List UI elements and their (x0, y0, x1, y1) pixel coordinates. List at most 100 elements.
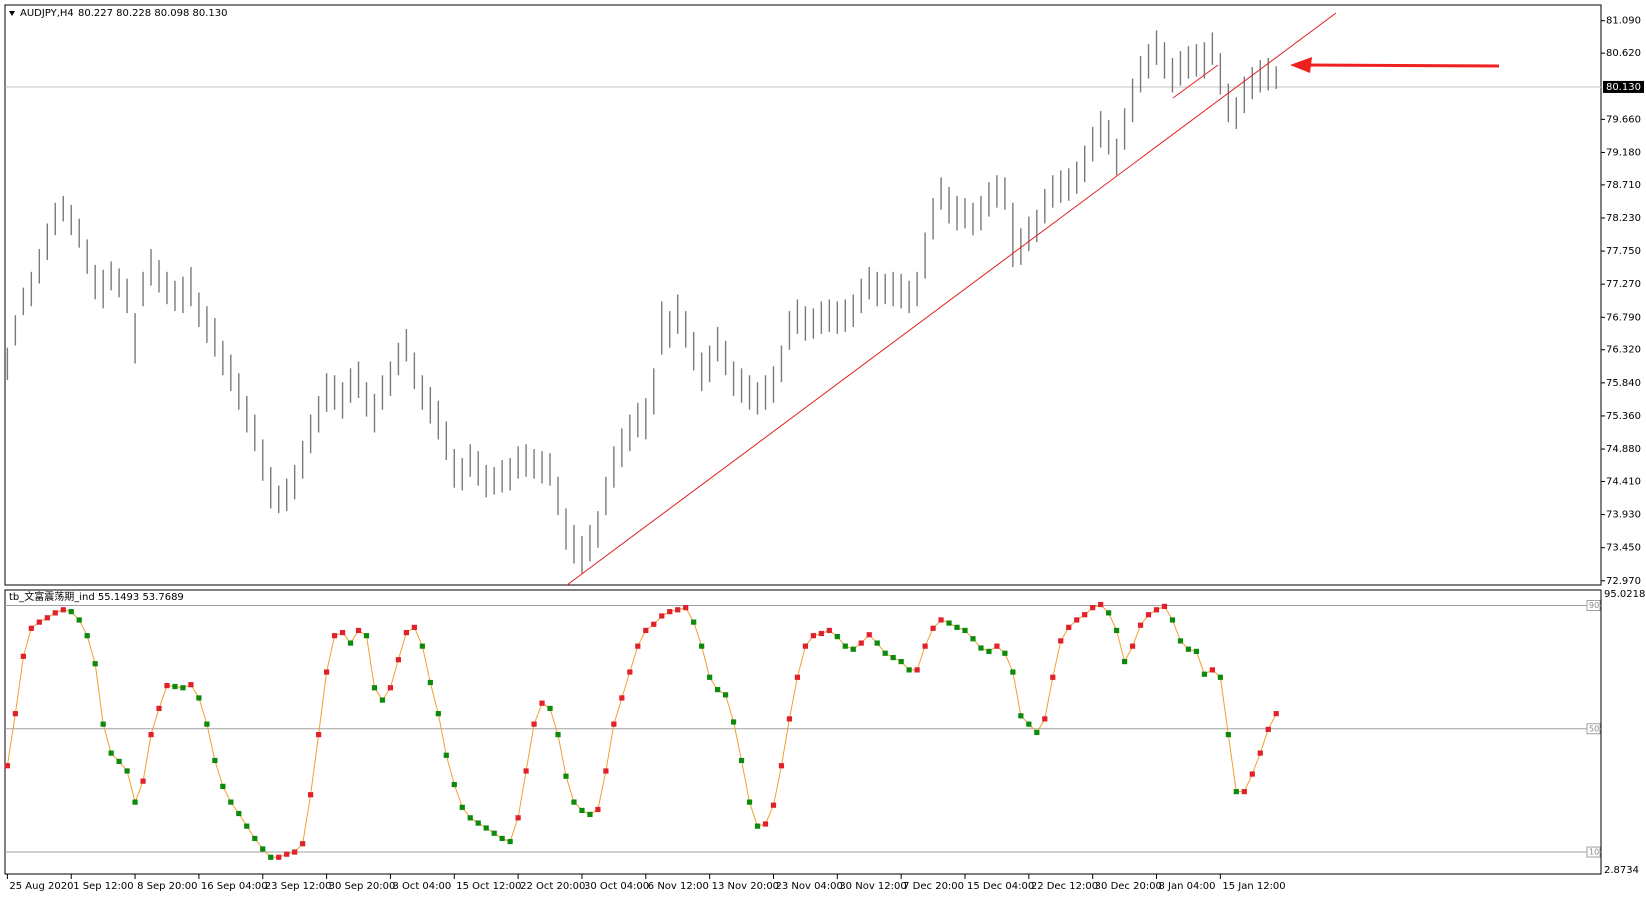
oscillator-point (148, 732, 154, 738)
level-label: 50 (1589, 724, 1599, 733)
oscillator-point (818, 630, 824, 637)
title-triangle (9, 11, 15, 16)
oscillator-point (116, 758, 122, 765)
oscillator-point (1018, 713, 1024, 719)
oscillator-point (858, 640, 864, 646)
oscillator-point (603, 768, 609, 774)
price-tag (1603, 80, 1644, 93)
oscillator-point (467, 815, 473, 821)
y-tick-label: 77.270 (1606, 279, 1641, 290)
oscillator-point (1129, 643, 1136, 649)
oscillator-point (339, 629, 346, 636)
oscillator-point (228, 799, 234, 805)
oscillator-point (180, 685, 186, 691)
oscillator-point (68, 609, 74, 615)
oscillator-point (1153, 607, 1160, 613)
y-tick-label: 76.790 (1606, 312, 1641, 323)
oscillator-point (355, 627, 362, 634)
oscillator-point (866, 632, 872, 638)
oscillator-point (124, 768, 130, 774)
oscillator-point (323, 669, 330, 675)
oscillator-point (1074, 617, 1080, 623)
oscillator-point (84, 633, 90, 639)
trend-line-short (1172, 64, 1219, 99)
oscillator-point (483, 825, 489, 831)
oscillator-point (962, 627, 968, 634)
oscillator-point (419, 643, 425, 649)
oscillator-point (36, 619, 42, 625)
trend-line (566, 12, 1337, 586)
oscillator-point (994, 643, 1000, 649)
x-tick-label: 30 Dec 20:00 (1095, 881, 1162, 892)
oscillator-point (786, 716, 793, 722)
oscillator-point (563, 773, 569, 779)
main-panel (4, 4, 1602, 586)
x-tick-label: 8 Oct 04:00 (392, 881, 451, 892)
oscillator-point (92, 661, 98, 667)
indicator-layer: 95.0218 2.8734 90 50 10 (4, 589, 1645, 876)
oscillator-point (212, 757, 218, 764)
oscillator-point (515, 815, 521, 821)
oscillator-point (1169, 617, 1176, 623)
x-tick-label: 7 Dec 20:00 (903, 881, 964, 892)
oscillator-point (826, 627, 832, 634)
oscillator-point (1273, 711, 1279, 717)
oscillator-point (1137, 622, 1144, 628)
oscillator-point (1002, 650, 1008, 656)
oscillator-point (746, 799, 753, 805)
oscillator-point (268, 854, 274, 860)
oscillator-point (308, 792, 314, 798)
y-tick-label: 79.660 (1606, 114, 1641, 125)
oscillator-point (882, 650, 888, 656)
level-tag (1586, 846, 1601, 858)
oscillator-point (874, 640, 880, 646)
oscillator-point (140, 778, 146, 784)
oscillator-point (922, 643, 928, 649)
oscillator-point (539, 700, 545, 706)
oscillator-point (1209, 667, 1215, 673)
oscillator-point (738, 757, 745, 764)
oscillator-point (475, 820, 481, 826)
x-tick-label: 8 Jan 04:00 (1159, 881, 1216, 892)
oscillator-point (619, 695, 625, 701)
oscillator-point (802, 643, 808, 649)
x-tick-label: 25 Aug 2020 (9, 881, 73, 892)
oscillator-point (707, 674, 713, 680)
oscillator-point (722, 692, 729, 698)
oscillator-point (1114, 627, 1120, 634)
oscillator-point (316, 732, 322, 738)
oscillator-point (52, 610, 58, 616)
oscillator-point (667, 609, 673, 615)
oscillator-point (699, 643, 705, 649)
oscillator-point (1026, 721, 1032, 727)
oscillator-point (754, 823, 761, 829)
y-limit-label: 95.0218 (1604, 589, 1645, 600)
oscillator-point (914, 667, 920, 673)
oscillator-point (1225, 732, 1231, 738)
oscillator-point (1082, 612, 1088, 618)
oscillator-point (1241, 789, 1247, 795)
x-tick-label: 30 Sep 20:00 (329, 881, 396, 892)
oscillator-point (1193, 648, 1200, 654)
oscillator-point (659, 613, 665, 619)
oscillator-point (60, 607, 66, 613)
y-tick-label: 74.410 (1606, 476, 1641, 487)
x-tick-label: 30 Oct 04:00 (584, 881, 649, 892)
oscillator-point (1042, 716, 1048, 722)
oscillator-point (715, 687, 721, 693)
y-tick-label: 73.930 (1606, 510, 1641, 521)
oscillator-point (794, 674, 801, 680)
x-tick-label: 1 Sep 12:00 (73, 881, 133, 892)
oscillator-point (986, 648, 992, 654)
oscillator-point (260, 846, 266, 852)
oscillator-point (1185, 646, 1192, 652)
oscillator-point (595, 806, 601, 813)
oscillator-point (730, 719, 737, 725)
arrow-shaft (1304, 63, 1500, 68)
y-tick-label: 78.230 (1606, 213, 1641, 224)
oscillator-point (523, 768, 529, 774)
y-tick-label: 74.880 (1606, 444, 1641, 455)
arrow-head (1290, 57, 1312, 73)
oscillator-point (635, 643, 641, 649)
